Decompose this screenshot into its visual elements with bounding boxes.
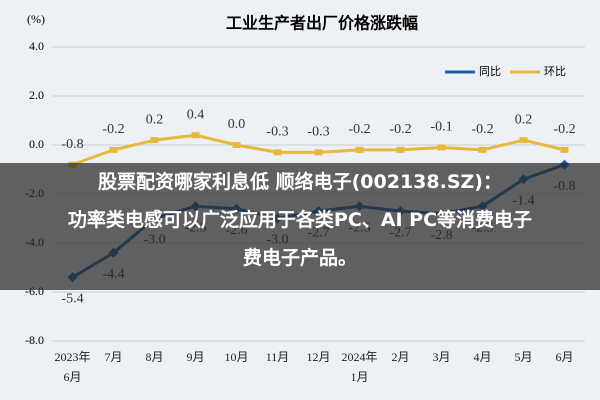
overlay-line: 股票配资哪家利息低 顺络电子(002138.SZ)： (98, 171, 502, 193)
data-label: -0.2 (553, 122, 575, 137)
data-label: -5.4 (61, 292, 83, 307)
data-label: 0.2 (146, 112, 164, 127)
overlay-banner: 股票配资哪家利息低 顺络电子(002138.SZ)： 功率类电感可以广泛应用于各… (0, 163, 600, 290)
point (396, 146, 405, 153)
point (355, 146, 364, 153)
x-tick-label: 4月 (473, 350, 492, 364)
overlay-line: 费电子产品。 (242, 247, 357, 269)
x-tick-label: 2月 (391, 350, 410, 364)
point (109, 146, 118, 153)
point (519, 137, 528, 144)
point (150, 137, 159, 144)
data-label: -0.2 (471, 122, 493, 137)
x-tick-label: 7月 (104, 350, 123, 364)
data-label: -0.8 (61, 137, 83, 152)
x-tick-label: 12月 (306, 350, 331, 364)
data-label: 0.2 (515, 112, 533, 127)
data-label: -0.3 (307, 125, 329, 140)
y-tick-label: -8.0 (25, 333, 44, 347)
data-label: -0.1 (430, 120, 452, 135)
x-tick-label: 3月 (432, 350, 451, 364)
legend-label: 同比 (479, 65, 501, 78)
x-tick-label: 9月 (186, 350, 205, 364)
point (437, 144, 446, 151)
x-tick-label: 6月 (555, 350, 574, 364)
point (273, 149, 282, 156)
y-tick-label: 4.0 (29, 39, 44, 53)
point (232, 142, 241, 148)
chart-title: 工业生产者出厂价格涨跌幅 (226, 14, 418, 33)
x-tick-label: 2023年6月 (54, 350, 91, 384)
data-label: 0.4 (187, 107, 205, 122)
y-tick-label: 2.0 (29, 88, 44, 102)
point (191, 132, 200, 139)
x-tick-label: 11月 (265, 350, 290, 364)
data-label: -0.3 (266, 125, 288, 140)
data-label: 0.0 (228, 117, 246, 132)
x-tick-label: 5月 (514, 350, 533, 364)
x-tick-label: 2024年1月 (341, 350, 378, 384)
data-label: -0.2 (389, 122, 411, 137)
overlay-line: 功率类电感可以广泛应用于各类PC、AI PC等消费电子 (67, 209, 533, 231)
y-tick-label: 0.0 (29, 137, 44, 151)
data-label: -0.2 (348, 122, 370, 137)
y-axis-label: (%) (27, 12, 45, 26)
point (560, 146, 569, 153)
point (478, 146, 487, 153)
data-label: -0.2 (102, 122, 124, 137)
x-tick-label: 8月 (145, 350, 164, 364)
x-tick-label: 10月 (224, 350, 249, 364)
point (314, 149, 323, 156)
legend-label: 环比 (544, 65, 566, 78)
